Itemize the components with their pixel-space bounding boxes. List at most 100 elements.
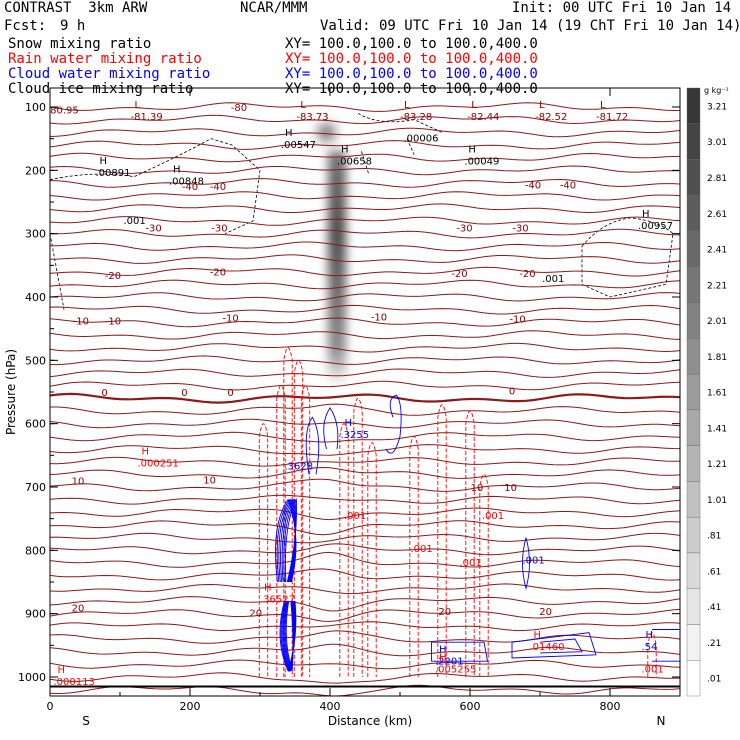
temperature-contour [50, 304, 680, 315]
contour-label: 20 [438, 607, 451, 618]
colorbar-label: 2.41 [707, 246, 727, 256]
colorbar-label: 2.61 [707, 210, 727, 220]
extremum-marker: H [534, 630, 542, 641]
extremum-marker: H [646, 630, 654, 641]
colorbar-swatch [686, 123, 701, 160]
colorbar-label: 2.01 [707, 317, 727, 327]
contour-label: -30 [211, 223, 227, 234]
field-xy-rain: XY= 100.0,100.0 to 100.0,400.0 [285, 51, 538, 67]
extremum-marker: H [439, 652, 447, 663]
cloud-water-contour [283, 498, 297, 583]
contour-label: -10 [222, 313, 238, 324]
cloud-water-contour [284, 497, 298, 583]
x-tick-label: 0 [47, 700, 54, 713]
extremum-value: -81.39 [131, 112, 163, 123]
cloud-ice-anvil [312, 118, 341, 147]
temperature-contour [50, 380, 680, 391]
extremum-marker: H [341, 144, 349, 155]
org-label: NCAR/MMM [240, 0, 308, 16]
extremum-value: .00891 [96, 168, 131, 179]
temperature-contour [50, 621, 680, 632]
rain-contour [409, 435, 419, 677]
rain-contour [300, 385, 311, 677]
extremum-value: .3255 [341, 430, 370, 441]
contour-label: -40 [210, 182, 226, 193]
contour-label: 10 [203, 475, 216, 486]
temperature-contour [50, 127, 680, 138]
colorbar-label: 2.21 [707, 281, 727, 291]
extremum-marker: H [142, 447, 150, 458]
y-tick-label: 700 [25, 481, 46, 494]
cloud-water-contour [539, 638, 583, 654]
temperature-contour [50, 254, 680, 264]
colorbar-label: 2.81 [707, 174, 727, 184]
rain-contour [353, 397, 363, 677]
contour-label: -20 [105, 271, 121, 282]
temperature-contour [50, 568, 680, 581]
colorbar-swatch [686, 660, 701, 697]
y-tick-label: 1000 [18, 671, 46, 684]
snow-contour-east [581, 217, 674, 298]
rain-contour [276, 385, 286, 677]
field-name-cloud-ice: Cloud ice mixing ratio [8, 81, 194, 97]
extremum-marker: H [58, 665, 66, 676]
rain-contour [293, 359, 304, 677]
cloud-water-contour [276, 498, 297, 583]
temperature-contour [50, 292, 680, 302]
contour-label: 20 [72, 603, 85, 614]
extremum-value: .001 [411, 544, 433, 555]
extremum-value: .3628 [285, 462, 314, 473]
y-tick-label: 200 [25, 164, 46, 177]
contour-label: 0 [181, 388, 187, 399]
cloud-ice-plume [328, 151, 346, 386]
colorbar-swatch [686, 266, 701, 303]
extremum-marker: H [642, 209, 650, 220]
fcst-value: 9 h [60, 18, 86, 34]
temperature-contour [50, 684, 680, 696]
extremum-marker: H [100, 156, 108, 167]
contour-label: 10 [471, 483, 484, 494]
temperature-contour [50, 279, 680, 290]
colorbar-label: 1.01 [707, 496, 727, 506]
rain-contour [465, 410, 475, 677]
temperature-contour [50, 228, 680, 239]
cloud-water-contour [305, 416, 320, 475]
cloud-water-contour [275, 498, 297, 583]
colorbar-label: 1.41 [707, 424, 727, 434]
extremum-value: -83.73 [296, 112, 328, 123]
model-title: CONTRAST 3km ARW [4, 0, 148, 16]
extremum-marker: H [264, 583, 272, 594]
contour-label: 0 [509, 387, 515, 398]
colorbar-label: .01 [707, 675, 721, 685]
extremum-marker: H [468, 144, 476, 155]
cloud-water-contour [281, 498, 296, 583]
cloud-water-contour [652, 629, 680, 662]
colorbar-label: 1.21 [707, 460, 727, 470]
temperature-contour [50, 330, 680, 340]
extremum-value: -82.52 [535, 112, 567, 123]
temperature-contour [50, 608, 680, 622]
colorbar-swatch [686, 516, 701, 554]
temperature-contour [50, 165, 680, 176]
extremum-value: .001 [124, 216, 146, 227]
temperature-contour [50, 203, 680, 214]
contour-label: -20 [451, 269, 467, 280]
y-tick-label: 500 [25, 354, 46, 367]
extremum-value: .00547 [281, 140, 316, 151]
contour-label: -40 [182, 182, 198, 193]
contour-label: -20 [519, 269, 535, 280]
cloud-water-contour [323, 407, 339, 450]
rain-contour [339, 423, 349, 677]
colorbar-label: .41 [707, 603, 721, 613]
x-tick-label: 600 [460, 700, 481, 713]
x-tick-label: 200 [180, 700, 201, 713]
contour-label: -40 [525, 180, 541, 191]
colorbar-swatch [686, 373, 701, 411]
contour-label: 20 [539, 607, 552, 618]
rain-contour [367, 442, 377, 677]
y-tick-label: 800 [25, 544, 46, 557]
colorbar-swatch [686, 195, 701, 232]
extremum-value: .2201 [435, 657, 464, 668]
cloud-water-contour [385, 394, 402, 454]
